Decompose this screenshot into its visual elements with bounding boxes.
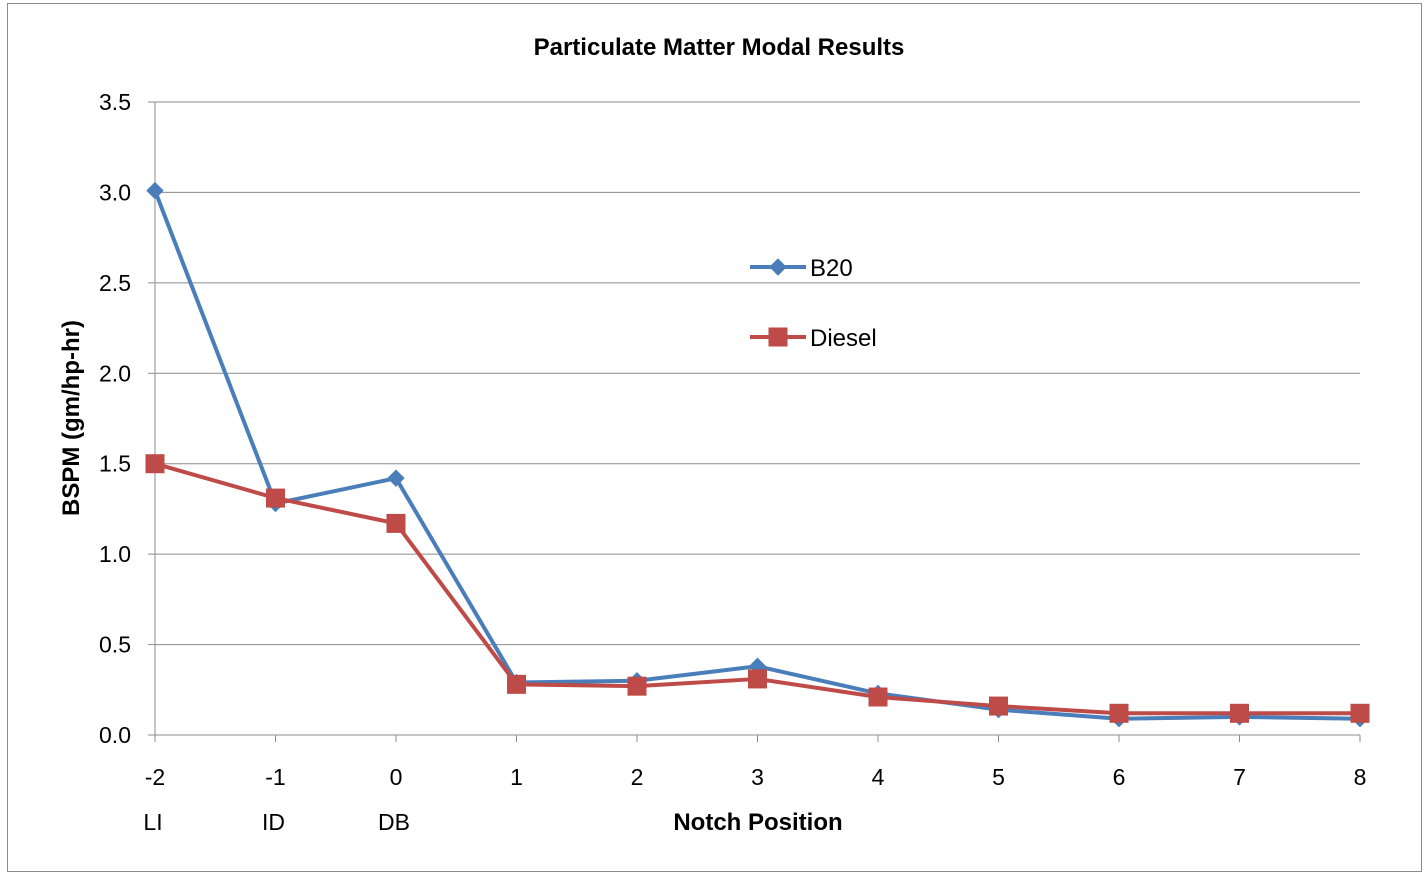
data-point-diesel bbox=[627, 676, 647, 696]
y-tick-label: 2.0 bbox=[99, 360, 131, 386]
series-layer bbox=[145, 181, 1370, 728]
x-tick-label: -1 bbox=[265, 764, 285, 790]
legend-label-diesel: Diesel bbox=[810, 325, 877, 352]
x-tick-label: -2 bbox=[145, 764, 165, 790]
chart-title: Particulate Matter Modal Results bbox=[534, 34, 905, 61]
data-point-b20 bbox=[387, 469, 405, 487]
data-point-b20 bbox=[146, 181, 164, 200]
data-point-diesel bbox=[989, 696, 1008, 716]
legend-label-b20: B20 bbox=[810, 255, 853, 282]
legend-marker-b20 bbox=[769, 258, 787, 276]
x-tick-label: 8 bbox=[1354, 764, 1367, 790]
chart-frame bbox=[7, 3, 1422, 872]
y-tick-label: 1.5 bbox=[99, 451, 131, 477]
axis-layer: 0.0 0.5 1.0 1.5 2.0 2.5 3.0 3.5 -2 -1 0 1 2 3 4 5 6 7 8 LI I… bbox=[99, 89, 1366, 835]
x-tick-label: 5 bbox=[992, 764, 1005, 790]
x-tick-label: 0 bbox=[390, 764, 403, 790]
x-tick-label: 3 bbox=[751, 764, 764, 790]
legend-marker-diesel bbox=[768, 327, 788, 347]
series-line-b20 bbox=[153, 189, 1361, 721]
y-tick-label: 2.5 bbox=[99, 270, 131, 296]
data-point-diesel bbox=[868, 687, 888, 707]
data-point-diesel bbox=[507, 674, 526, 694]
data-point-diesel bbox=[748, 669, 767, 689]
x-sub-label: ID bbox=[262, 809, 285, 835]
data-point-diesel bbox=[1230, 703, 1249, 723]
y-tick-label: 3.0 bbox=[99, 179, 131, 205]
y-axis-title: BSPM (gm/hp-hr) bbox=[58, 320, 85, 516]
y-tick-label: 1.0 bbox=[99, 541, 131, 567]
label-layer: Particulate Matter Modal Results Notch P… bbox=[58, 34, 904, 836]
data-point-diesel bbox=[1350, 703, 1370, 723]
x-axis-title: Notch Position bbox=[673, 809, 842, 836]
x-sub-label: LI bbox=[143, 809, 162, 835]
data-point-diesel bbox=[386, 513, 406, 533]
data-point-diesel bbox=[266, 488, 285, 508]
grid-layer bbox=[155, 101, 1360, 646]
x-tick-label: 7 bbox=[1233, 764, 1246, 790]
x-sub-label: DB bbox=[378, 809, 410, 835]
y-tick-label: 3.5 bbox=[99, 89, 131, 115]
legend: B20 Diesel bbox=[750, 255, 877, 352]
x-tick-label: 1 bbox=[510, 764, 523, 790]
y-tick-label: 0.0 bbox=[99, 722, 131, 748]
data-point-diesel bbox=[1109, 703, 1129, 723]
x-tick-label: 4 bbox=[872, 764, 885, 790]
x-tick-label: 6 bbox=[1113, 764, 1126, 790]
data-point-diesel bbox=[145, 454, 165, 474]
x-tick-label: 2 bbox=[631, 764, 644, 790]
y-tick-label: 0.5 bbox=[99, 632, 131, 658]
